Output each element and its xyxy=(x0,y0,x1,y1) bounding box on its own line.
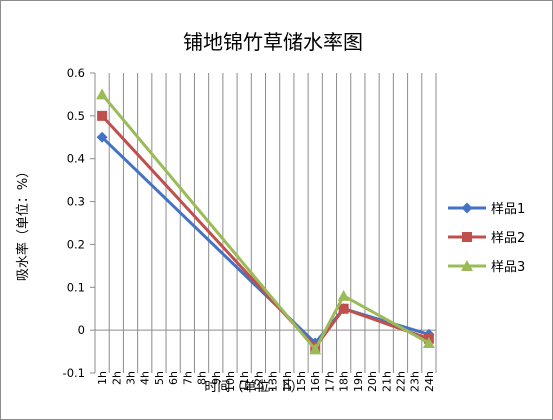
legend-marker xyxy=(461,260,473,271)
y-tick-label: 0.5 xyxy=(67,109,85,123)
x-tick-label: 13h xyxy=(267,371,280,392)
data-point xyxy=(337,289,350,301)
y-tick-label: -0.1 xyxy=(63,366,85,380)
data-point xyxy=(422,337,435,348)
x-tick-label: 17h xyxy=(323,371,336,392)
x-tick-label: 8h xyxy=(196,371,209,385)
x-tick-labels: 1h 2h 3h 4h 5h 6h 7h 8h 9h 10h 11h 12h 13h 14h 15h 16h 1… xyxy=(96,371,436,392)
series-lines xyxy=(96,88,435,355)
legend-item: 样品2 xyxy=(448,231,525,246)
series-line xyxy=(101,114,430,349)
x-tick-label: 10h xyxy=(224,371,237,392)
x-tick-label: 6h xyxy=(167,371,180,385)
x-tick-label: 1h xyxy=(96,371,109,385)
legend-item: 样品3 xyxy=(448,260,525,275)
data-point xyxy=(96,131,108,143)
x-tick-label: 3h xyxy=(125,371,138,385)
x-tick-label: 19h xyxy=(352,371,365,392)
y-tick-label: 0.2 xyxy=(67,237,85,251)
legend-marker xyxy=(461,202,473,214)
x-tick-label: 22h xyxy=(394,371,407,392)
x-tick-label: 23h xyxy=(409,371,422,392)
chart-title: 铺地锦竹草储水率图 xyxy=(183,30,363,54)
data-point xyxy=(97,110,108,121)
data-point xyxy=(338,303,349,314)
x-tick-label: 24h xyxy=(423,371,436,392)
data-point xyxy=(309,343,322,355)
y-tick-label: 0.4 xyxy=(67,152,85,166)
legend-item: 样品1 xyxy=(448,202,525,217)
x-tick-label: 21h xyxy=(380,371,393,392)
y-tick-label: 0.6 xyxy=(67,66,85,80)
axes xyxy=(90,72,436,374)
y-tick-label: 0.1 xyxy=(67,280,85,294)
x-tick-label: 16h xyxy=(309,371,322,392)
x-tick-label: 2h xyxy=(110,371,123,385)
x-tick-label: 5h xyxy=(153,371,166,385)
data-point xyxy=(96,88,109,100)
y-tick-label: 0 xyxy=(78,323,85,337)
legend-label: 样品3 xyxy=(491,260,525,275)
y-axis-label: 吸水率（单位：%） xyxy=(15,165,31,281)
x-tick-label: 7h xyxy=(181,371,194,385)
x-axis-label: 时间（单位：h） xyxy=(204,380,303,395)
y-tick-labels: -0.1 0 0.1 0.2 0.3 0.4 0.5 0.6 xyxy=(63,66,85,380)
legend: 样品1 样品2 样品3 xyxy=(448,202,525,275)
legend-label: 样品1 xyxy=(491,202,525,217)
x-tick-label: 20h xyxy=(366,371,379,392)
series-3 xyxy=(96,88,435,355)
x-tick-label: 18h xyxy=(338,371,351,392)
x-tick-label: 14h xyxy=(281,371,294,392)
x-tick-label: 11h xyxy=(238,371,251,392)
x-tick-label: 15h xyxy=(295,371,308,392)
legend-label: 样品2 xyxy=(491,231,525,246)
x-tick-label: 9h xyxy=(210,371,223,385)
x-tick-label: 4h xyxy=(139,371,152,385)
x-tick-label: 12h xyxy=(252,371,265,392)
series-line xyxy=(100,93,430,351)
grid-lines xyxy=(94,73,437,373)
legend-marker xyxy=(462,232,472,242)
y-tick-label: 0.3 xyxy=(67,195,85,209)
